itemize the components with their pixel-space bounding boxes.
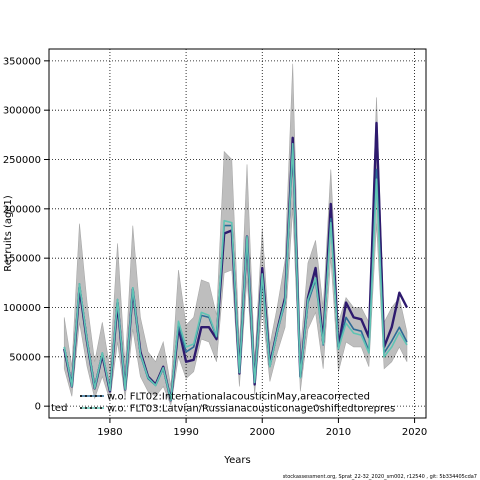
y-tick-label: 150000 (3, 254, 41, 265)
y-tick-label: 100000 (3, 303, 41, 314)
footer-text: stockassessment.org, Sprat_22-32_2020_sm… (283, 474, 477, 480)
series-line-3 (63, 142, 408, 402)
x-tick-label: 2020 (402, 427, 427, 438)
plot-frame (48, 48, 427, 419)
y-tick-label: 300000 (3, 106, 41, 117)
legend-label: w.o. FLT03:Latvian/Russianacousticonage0… (107, 404, 395, 415)
y-tick-label: 0 (35, 402, 41, 413)
y-tick-label: 350000 (3, 56, 41, 67)
legend-clipped-text: ted (51, 403, 67, 414)
x-tick-label: 2000 (250, 427, 275, 438)
x-tick-label: 1990 (173, 427, 198, 438)
y-tick-label: 50000 (9, 352, 41, 363)
legend: ted w.o. FLT02:InternationalacousticinMa… (51, 392, 395, 415)
legend-label: w.o. FLT02:InternationalacousticinMay,ar… (107, 392, 370, 403)
series-layer (63, 121, 409, 402)
y-tick-label: 250000 (3, 155, 41, 166)
x-tick-label: 1980 (97, 427, 122, 438)
x-axis-title: Years (223, 455, 250, 466)
y-tick-label: 200000 (3, 204, 41, 215)
axis-layer: 1980 1990 2000 2010 2020 0 50000 100000 150000 20… (3, 56, 427, 438)
y-axis-title: Recruits (age1) (3, 195, 14, 272)
x-tick-label: 2010 (326, 427, 351, 438)
